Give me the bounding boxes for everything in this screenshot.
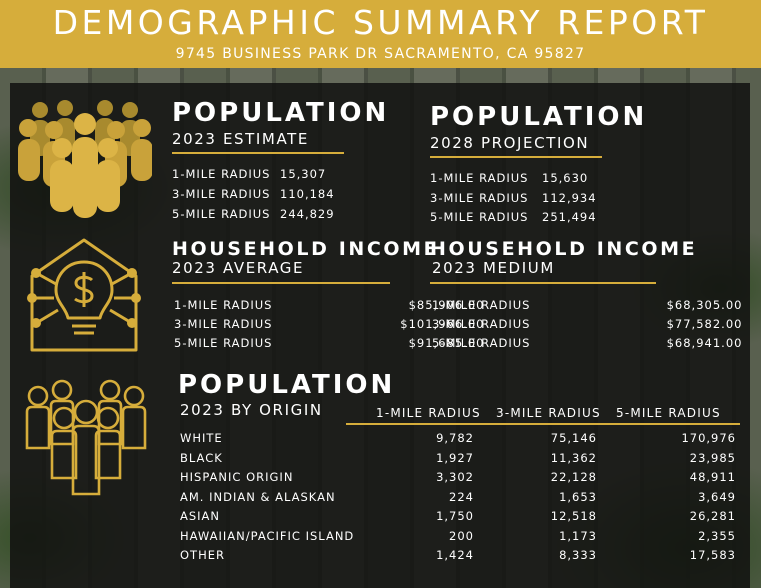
origin-3mile-value: 11,362 (550, 451, 597, 465)
origin-1mile-value: 224 (449, 490, 474, 504)
income-medium-row: 3-MILE RADIUS $77,582.00 (432, 317, 741, 331)
origin-label: HISPANIC ORIGIN (180, 470, 294, 484)
population-2023-row: 3-MILE RADIUS 110,184 (172, 187, 334, 201)
origin-row: ASIAN 1,750 12,518 26,281 (180, 509, 740, 528)
population-2023-title: POPULATION (172, 98, 390, 128)
row-value: $101,966.00 (400, 317, 485, 331)
origin-1mile-value: 3,302 (436, 470, 474, 484)
origin-1mile-value: 9,782 (436, 431, 474, 445)
origin-row: OTHER 1,424 8,333 17,583 (180, 548, 740, 567)
origin-3mile-value: 8,333 (559, 548, 597, 562)
population-2028-title: POPULATION (430, 102, 648, 132)
population-2028-row: 3-MILE RADIUS 112,934 (430, 191, 596, 205)
income-average-row: 1-MILE RADIUS $85,906.00 (174, 298, 483, 312)
crowd-icon (18, 100, 152, 218)
origin-5mile-value: 2,355 (698, 529, 736, 543)
origin-3mile-value: 1,653 (559, 490, 597, 504)
row-value: $85,906.00 (408, 298, 485, 312)
population-2023-subtitle: 2023 ESTIMATE (172, 130, 310, 148)
origin-5mile-value: 170,976 (681, 431, 736, 445)
column-header: 1-MILE RADIUS (376, 406, 481, 420)
origin-5mile-value: 23,985 (689, 451, 736, 465)
population-2028-subtitle: 2028 PROJECTION (430, 134, 590, 152)
income-average-subtitle: 2023 AVERAGE (172, 259, 305, 277)
report-header: DEMOGRAPHIC SUMMARY REPORT 9745 BUSINESS… (0, 0, 761, 68)
origin-label: BLACK (180, 451, 223, 465)
divider (172, 152, 344, 154)
origin-3mile-value: 75,146 (550, 431, 597, 445)
row-value: 112,934 (542, 191, 597, 205)
income-average-title: HOUSEHOLD INCOME (172, 238, 440, 260)
origin-label: AM. INDIAN & ALASKAN (180, 490, 336, 504)
origin-3mile-value: 12,518 (550, 509, 597, 523)
column-header: 5-MILE RADIUS (616, 406, 721, 420)
origin-label: ASIAN (180, 509, 221, 523)
origin-label: OTHER (180, 548, 225, 562)
row-label: 5-MILE RADIUS (172, 207, 271, 221)
income-medium-title: HOUSEHOLD INCOME (430, 238, 698, 260)
income-average-row: 5-MILE RADIUS $91,685.00 (174, 336, 483, 350)
population-2028-row: 5-MILE RADIUS 251,494 (430, 210, 596, 224)
row-label: 3-MILE RADIUS (432, 317, 531, 331)
origin-5mile-value: 48,911 (689, 470, 736, 484)
divider (346, 423, 740, 425)
row-label: 3-MILE RADIUS (430, 191, 529, 205)
row-value: 251,494 (542, 210, 597, 224)
house-lightbulb-dollar-icon (27, 238, 141, 352)
row-label: 1-MILE RADIUS (172, 167, 271, 181)
report-title: DEMOGRAPHIC SUMMARY REPORT (52, 3, 709, 42)
population-2023-row: 5-MILE RADIUS 244,829 (172, 207, 334, 221)
origin-subtitle: 2023 BY ORIGIN (180, 401, 323, 419)
row-label: 1-MILE RADIUS (432, 298, 531, 312)
origin-row: BLACK 1,927 11,362 23,985 (180, 451, 740, 470)
row-label: 5-MILE RADIUS (432, 336, 531, 350)
row-value: 15,630 (542, 171, 589, 185)
row-label: 1-MILE RADIUS (430, 171, 529, 185)
origin-1mile-value: 200 (449, 529, 474, 543)
row-label: 1-MILE RADIUS (174, 298, 273, 312)
origin-label: HAWAIIAN/PACIFIC ISLAND (180, 529, 355, 543)
income-medium-row: 5-MILE RADIUS $68,941.00 (432, 336, 741, 350)
income-medium-subtitle: 2023 MEDIUM (432, 259, 555, 277)
origin-5mile-value: 26,281 (689, 509, 736, 523)
property-address: 9745 BUSINESS PARK DR SACRAMENTO, CA 958… (175, 46, 586, 62)
divider (430, 282, 656, 284)
column-header: 3-MILE RADIUS (496, 406, 601, 420)
divider (172, 282, 390, 284)
origin-5mile-value: 3,649 (698, 490, 736, 504)
row-label: 5-MILE RADIUS (430, 210, 529, 224)
income-medium-row: 1-MILE RADIUS $68,305.00 (432, 298, 741, 312)
row-value: 110,184 (280, 187, 335, 201)
income-average-row: 3-MILE RADIUS $101,966.00 (174, 317, 483, 331)
origin-row: AM. INDIAN & ALASKAN 224 1,653 3,649 (180, 490, 740, 509)
row-value: $91,685.00 (408, 336, 485, 350)
row-value: $68,305.00 (666, 298, 743, 312)
origin-row: WHITE 9,782 75,146 170,976 (180, 431, 740, 450)
origin-1mile-value: 1,424 (436, 548, 474, 562)
origin-row: HISPANIC ORIGIN 3,302 22,128 48,911 (180, 470, 740, 489)
population-2028-row: 1-MILE RADIUS 15,630 (430, 171, 587, 185)
people-group-outline-icon (25, 379, 147, 496)
origin-3mile-value: 22,128 (550, 470, 597, 484)
row-value: $68,941.00 (666, 336, 743, 350)
row-label: 3-MILE RADIUS (174, 317, 273, 331)
divider (430, 156, 602, 158)
origin-5mile-value: 17,583 (689, 548, 736, 562)
row-label: 5-MILE RADIUS (174, 336, 273, 350)
origin-1mile-value: 1,927 (436, 451, 474, 465)
origin-3mile-value: 1,173 (559, 529, 597, 543)
origin-row: HAWAIIAN/PACIFIC ISLAND 200 1,173 2,355 (180, 529, 740, 548)
origin-1mile-value: 1,750 (436, 509, 474, 523)
origin-label: WHITE (180, 431, 223, 445)
row-value: $77,582.00 (666, 317, 743, 331)
row-value: 15,307 (280, 167, 327, 181)
row-label: 3-MILE RADIUS (172, 187, 271, 201)
row-value: 244,829 (280, 207, 335, 221)
origin-title: POPULATION (178, 370, 396, 400)
population-2023-row: 1-MILE RADIUS 15,307 (172, 167, 325, 181)
